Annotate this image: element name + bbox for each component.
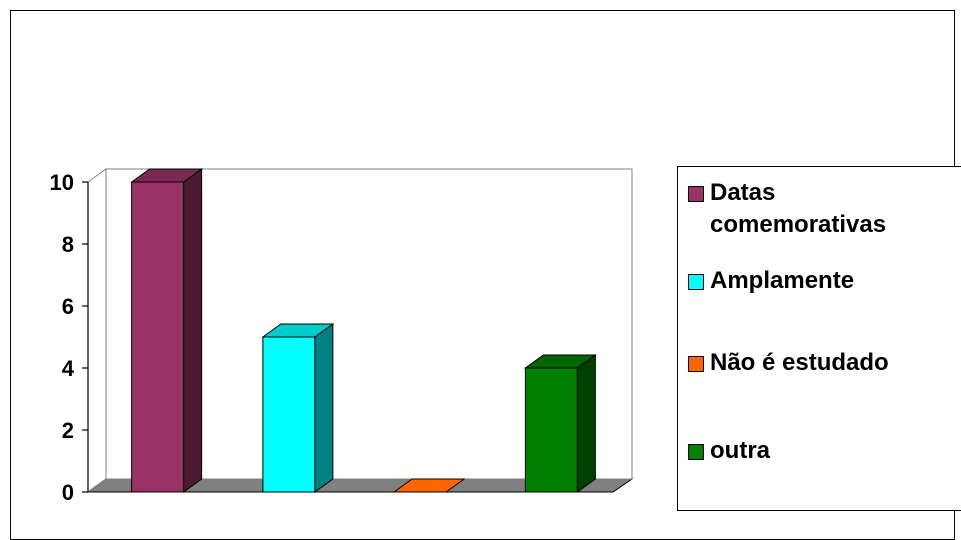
bar-top-0 [130,168,204,183]
legend-item-2: Não é estudado [688,347,889,379]
bar-0 [130,168,204,493]
bar-front-0 [131,181,185,493]
bars [130,168,597,493]
legend-label-1: Amplamente [710,267,855,294]
y-tick-label-3: 6 [62,294,74,319]
y-tick-label-0: 0 [62,480,74,505]
bar-side-0 [183,168,203,493]
legend-swatch-2 [688,356,704,372]
legend-swatch-3 [688,444,704,460]
plot-walls [86,168,634,493]
bar-top-3 [523,354,597,369]
y-axis: 0 2 4 6 8 10 [50,170,89,505]
bar-3 [523,354,597,493]
y-tick-label-5: 10 [50,170,74,195]
legend: Datas comemorativas Amplamente Não é est… [677,166,961,511]
legend-item-3: outra [688,435,770,467]
bar-top-2 [392,478,466,493]
legend-label-0: Datas comemorativas [710,179,887,238]
bar-top-1 [261,323,335,338]
legend-swatch-0 [688,186,704,202]
bar-front-3 [524,367,578,493]
bar-front-1 [262,336,316,493]
legend-item-0: Datas comemorativas [688,177,886,241]
y-tick-label-1: 2 [62,418,74,443]
bar-side-3 [576,354,596,493]
legend-item-1: Amplamente [688,265,854,297]
y-tick-label-2: 4 [62,356,75,381]
y-tick-label-4: 8 [62,232,74,257]
legend-swatch-1 [688,274,704,290]
bar-1 [261,323,335,493]
plot-side-wall [87,168,107,493]
legend-label-2: Não é estudado [710,349,889,376]
bar-2 [392,478,466,493]
legend-label-3: outra [710,437,770,464]
bar-side-1 [314,323,334,493]
